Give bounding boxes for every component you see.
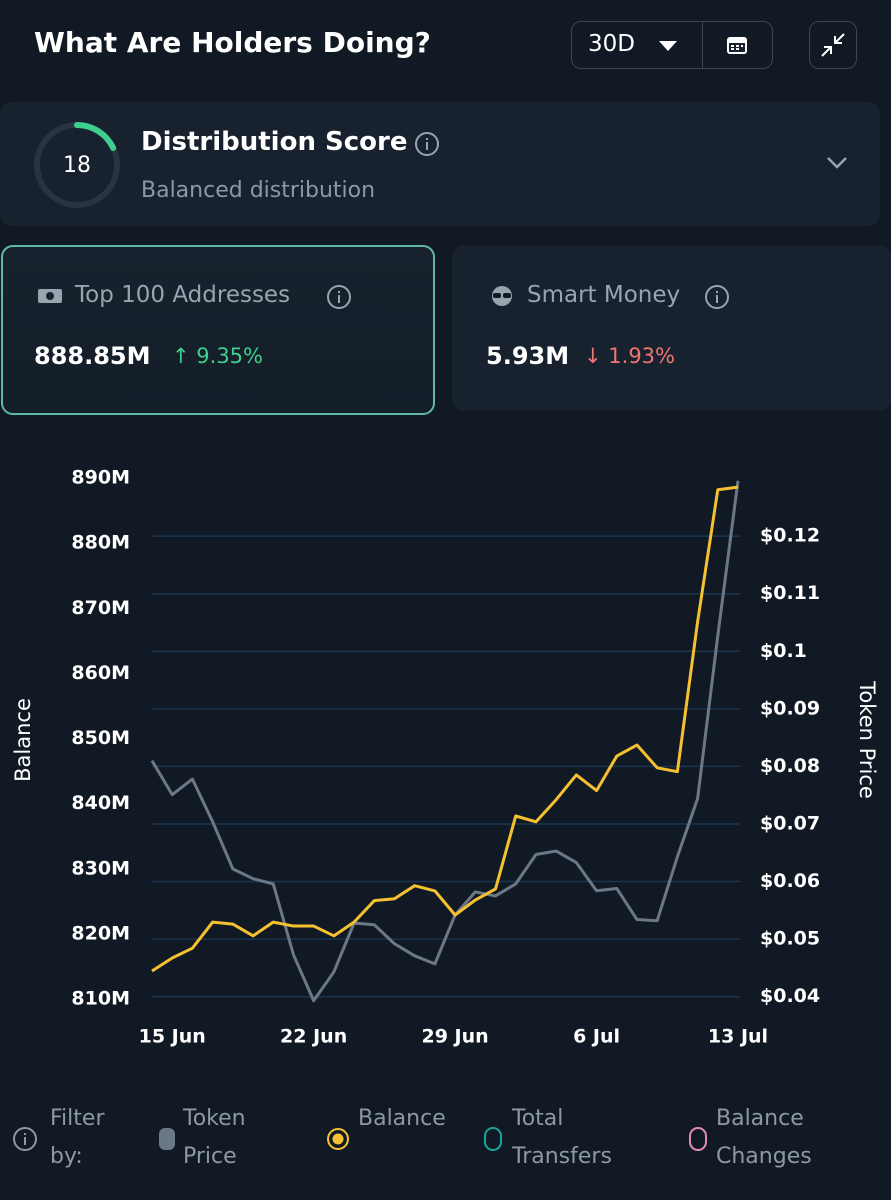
info-icon[interactable] xyxy=(325,283,353,311)
legend-swatch xyxy=(484,1127,502,1151)
y2-tick-label: $0.06 xyxy=(760,870,820,892)
card-top100[interactable] xyxy=(1,245,435,415)
x-tick-label: 22 Jun xyxy=(280,1026,347,1048)
legend-swatch xyxy=(332,1133,344,1145)
legend-swatch xyxy=(159,1128,175,1150)
y-tick-label: 850M xyxy=(71,727,130,749)
y2-tick-label: $0.04 xyxy=(760,985,820,1007)
info-icon[interactable] xyxy=(703,283,731,311)
y2-tick-label: $0.05 xyxy=(760,928,820,950)
x-tick-label: 29 Jun xyxy=(422,1026,489,1048)
change-value: 9.35% xyxy=(196,344,263,368)
y-tick-label: 830M xyxy=(71,857,130,879)
y2-tick-label: $0.11 xyxy=(760,582,820,604)
filter-label: Filter by: xyxy=(50,1106,105,1169)
card-label: Top 100 Addresses xyxy=(75,282,291,308)
expand-chevron[interactable] xyxy=(825,155,849,171)
card-smart-money[interactable] xyxy=(452,245,891,411)
money-icon xyxy=(38,289,62,303)
ring-arc xyxy=(74,122,117,151)
card-value: 888.85M xyxy=(34,342,151,370)
legend-icon[interactable] xyxy=(326,1127,350,1151)
arrow-up: ↑ xyxy=(172,344,197,368)
arrow-down: ↓ xyxy=(584,344,609,368)
legend-label[interactable]: Balance xyxy=(358,1106,446,1131)
series-line xyxy=(151,485,739,973)
period-label: 30D xyxy=(588,31,635,57)
y2-tick-label: $0.08 xyxy=(760,755,820,777)
y-tick-label: 840M xyxy=(71,792,130,814)
info-icon[interactable] xyxy=(12,1126,38,1152)
info-icon[interactable] xyxy=(413,130,441,158)
score-value: 18 xyxy=(63,153,91,178)
score-title: Distribution Score xyxy=(141,127,408,157)
score-ring: 18 xyxy=(34,122,120,208)
card-label: Smart Money xyxy=(527,282,681,308)
legend-label[interactable]: Balance Changes xyxy=(716,1106,812,1169)
y-tick-label: 860M xyxy=(71,662,130,684)
collapse-button[interactable] xyxy=(809,21,857,69)
card-change: ↑ 9.35% xyxy=(172,344,263,368)
chart: Balance Token Price $0.04 $0.05 $0.06 $0.07… xyxy=(11,467,879,1048)
y2-tick-label: $0.09 xyxy=(760,697,820,719)
card-change: ↓ 1.93% xyxy=(584,344,675,368)
x-tick-label: 6 Jul xyxy=(573,1026,620,1048)
legend-icon[interactable] xyxy=(155,1127,179,1151)
change-value: 1.93% xyxy=(608,344,675,368)
score-panel[interactable] xyxy=(0,102,880,226)
period-select[interactable]: 30D xyxy=(571,21,773,69)
x-tick-label: 13 Jul xyxy=(708,1026,768,1048)
legend-swatch xyxy=(327,1128,349,1150)
x-tick-label: 15 Jun xyxy=(139,1026,206,1048)
legend-label[interactable]: Token Price xyxy=(183,1106,246,1169)
glasses-icon xyxy=(492,286,512,306)
y2-tick-label: $0.07 xyxy=(760,812,820,834)
legend-icon[interactable] xyxy=(481,1127,505,1151)
divider xyxy=(702,22,703,68)
y-tick-label: 880M xyxy=(71,532,130,554)
caret xyxy=(659,41,677,51)
collapse-icon xyxy=(821,33,845,57)
legend-label[interactable]: Total Transfers xyxy=(512,1106,612,1169)
y-tick-label: 810M xyxy=(71,988,130,1010)
series-line xyxy=(150,480,740,1003)
y2-tick-label: $0.12 xyxy=(760,525,820,547)
score-subtitle: Balanced distribution xyxy=(141,178,376,203)
card-value: 5.93M xyxy=(486,342,570,370)
y2-axis-title: Token Price xyxy=(855,680,879,799)
calendar-icon[interactable] xyxy=(726,34,748,56)
title: What Are Holders Doing? xyxy=(34,26,431,59)
y-tick-label: 820M xyxy=(71,922,130,944)
y2-tick-label: $0.1 xyxy=(760,640,807,662)
y-tick-label: 870M xyxy=(71,597,130,619)
y-axis-title: Balance xyxy=(11,698,35,782)
y-tick-label: 890M xyxy=(71,467,130,489)
legend-icon[interactable] xyxy=(686,1127,710,1151)
legend-swatch xyxy=(689,1127,707,1151)
